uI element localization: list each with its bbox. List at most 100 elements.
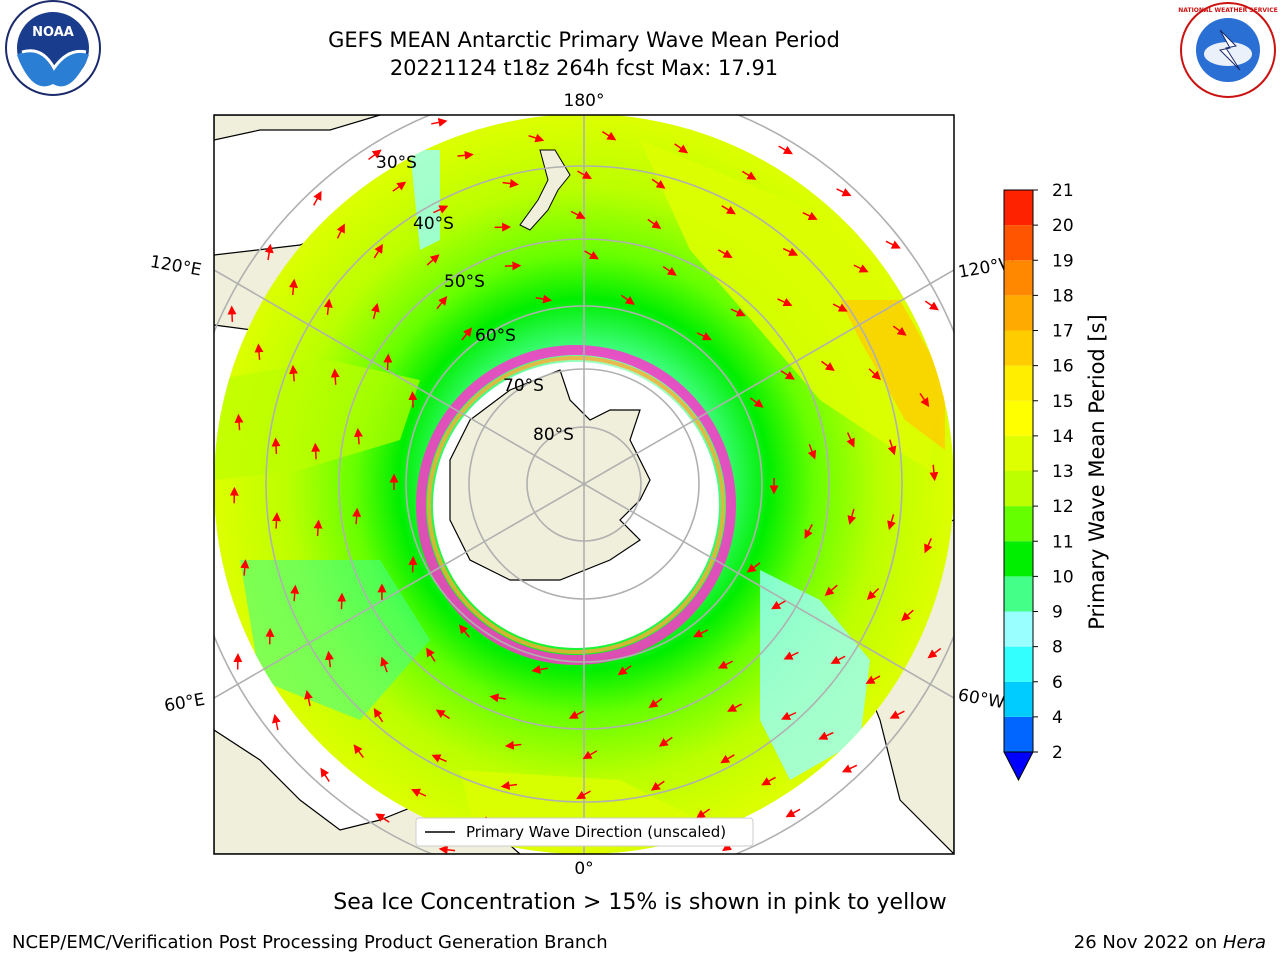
wave-direction-arrow <box>887 514 896 531</box>
footer-date-text: 26 Nov 2022 on <box>1073 932 1223 953</box>
legend-label: Primary Wave Direction (unscaled) <box>466 823 726 841</box>
wave-direction-arrow <box>658 736 673 747</box>
colorbar-tick-label: 21 <box>1052 181 1074 201</box>
colorbar-bin <box>1004 260 1033 296</box>
wave-direction-arrow <box>785 808 801 818</box>
wave-direction-arrow <box>371 302 380 320</box>
colorbar-tick-label: 15 <box>1052 392 1074 412</box>
wave-direction-arrow <box>500 781 518 790</box>
wave-direction-arrow <box>647 218 662 229</box>
wave-direction-arrow <box>272 512 281 529</box>
noaa-logo: NOAA <box>5 0 101 96</box>
wave-direction-arrow <box>254 343 264 360</box>
wave-direction-arrow <box>696 332 712 341</box>
colorbar-bin <box>1004 365 1033 401</box>
colorbar-bin <box>1004 471 1033 507</box>
wave-direction-arrow <box>887 439 897 456</box>
wave-direction-arrow <box>528 133 545 143</box>
wave-direction-arrow <box>392 181 407 192</box>
wave-direction-arrow <box>336 223 345 239</box>
colorbar-bin <box>1004 646 1033 682</box>
wave-direction-arrow <box>582 750 598 760</box>
colorbar-tick-label: 14 <box>1052 427 1074 447</box>
graticule <box>214 115 954 854</box>
wave-direction-arrow <box>411 788 427 797</box>
wave-direction-arrow <box>721 205 736 215</box>
wave-direction-arrow <box>746 562 761 573</box>
colorbar-label: Primary Wave Mean Period [s] <box>1085 314 1109 630</box>
lat-label-70s: 70°S <box>503 376 544 396</box>
colorbar-bin <box>1004 611 1033 647</box>
wave-direction-arrow <box>368 149 382 161</box>
wave-direction-arrow <box>438 845 456 854</box>
wave-direction-arrow <box>846 432 855 448</box>
wave-direction-arrow <box>821 360 835 372</box>
lat-label-60s: 60°S <box>475 326 516 346</box>
wave-direction-arrow <box>924 300 939 311</box>
wave-direction-arrow <box>807 443 817 460</box>
wave-direction-arrow <box>264 243 274 261</box>
wave-direction-arrow <box>320 767 330 782</box>
colorbar-tick-label: 16 <box>1052 357 1074 377</box>
wave-direction-arrow <box>824 584 838 596</box>
antarctica-land <box>449 369 651 581</box>
wave-direction-arrow <box>648 698 663 709</box>
nws-logo-text: NATIONAL WEATHER SERVICE <box>1178 7 1277 14</box>
wave-direction-arrow <box>836 188 852 197</box>
new-zealand-land <box>519 149 571 231</box>
wave-direction-arrow <box>502 179 519 188</box>
footer-credit: NCEP/EMC/Verification Post Processing Pr… <box>12 932 608 953</box>
lon-label-180: 180° <box>564 91 605 111</box>
wave-direction-arrow <box>693 629 709 638</box>
wave-direction-arrow <box>375 813 390 823</box>
wave-direction-arrow <box>311 442 321 460</box>
colorbar-bin <box>1004 330 1033 366</box>
wave-direction-arrow <box>830 655 846 664</box>
lat-label-80s: 80°S <box>533 425 574 445</box>
lon-label-60w: 60°W <box>956 685 1006 713</box>
colorbar-tick-label: 13 <box>1052 462 1074 482</box>
wave-direction-arrow <box>778 145 793 155</box>
noaa-logo-text: NOAA <box>32 25 74 40</box>
wave-direction-arrow <box>576 790 591 800</box>
wave-direction-arrow <box>730 308 746 317</box>
colorbar: 2 4 6 8 9 10 11 12 13 14 15 16 17 18 19 20 21 <box>1003 181 1074 782</box>
wave-direction-arrow <box>749 397 764 408</box>
wave-direction-arrow <box>313 519 323 537</box>
map-title: GEFS MEAN Antarctic Primary Wave Mean Pe… <box>328 28 840 52</box>
wave-direction-arrow <box>271 713 281 731</box>
footer-date: 26 Nov 2022 on Hera <box>1074 932 1266 953</box>
wave-direction-arrow <box>802 211 818 220</box>
wave-direction-arrow <box>695 808 711 819</box>
colorbar-tick-label: 6 <box>1052 673 1063 693</box>
wave-direction-arrow <box>804 524 813 539</box>
wave-direction-arrow <box>777 298 793 307</box>
wave-direction-arrow <box>461 327 473 341</box>
colorbar-tick-label: 18 <box>1052 286 1074 306</box>
wave-direction-arrow <box>727 703 743 712</box>
wave-direction-arrow <box>436 295 448 310</box>
colorbar-tick-label: 10 <box>1052 567 1074 587</box>
wave-direction-arrow <box>323 298 333 316</box>
wave-direction-arrow <box>457 150 474 160</box>
wave-direction-arrow <box>383 353 393 370</box>
wave-direction-arrow <box>313 190 322 206</box>
wave-direction-arrow <box>924 538 933 554</box>
wave-direction-arrow <box>866 587 880 601</box>
wave-direction-arrow <box>353 744 364 759</box>
wave-direction-arrow <box>240 559 250 576</box>
wave-direction-arrow <box>741 170 757 180</box>
wave-direction-arrow <box>304 690 313 707</box>
wave-direction-arrow <box>651 178 666 189</box>
wave-direction-arrow <box>783 651 799 660</box>
wave-direction-arrow <box>426 254 440 266</box>
nws-logo: NATIONAL WEATHER SERVICE <box>1178 2 1278 98</box>
west-yellow-band <box>214 360 420 480</box>
wave-direction-arrow <box>570 210 586 219</box>
wave-direction-arrow <box>841 764 858 773</box>
wave-direction-arrow <box>577 170 592 179</box>
wave-direction-arrow <box>720 754 735 764</box>
colorbar-bin <box>1004 506 1033 542</box>
wave-direction-arrow <box>892 325 907 336</box>
